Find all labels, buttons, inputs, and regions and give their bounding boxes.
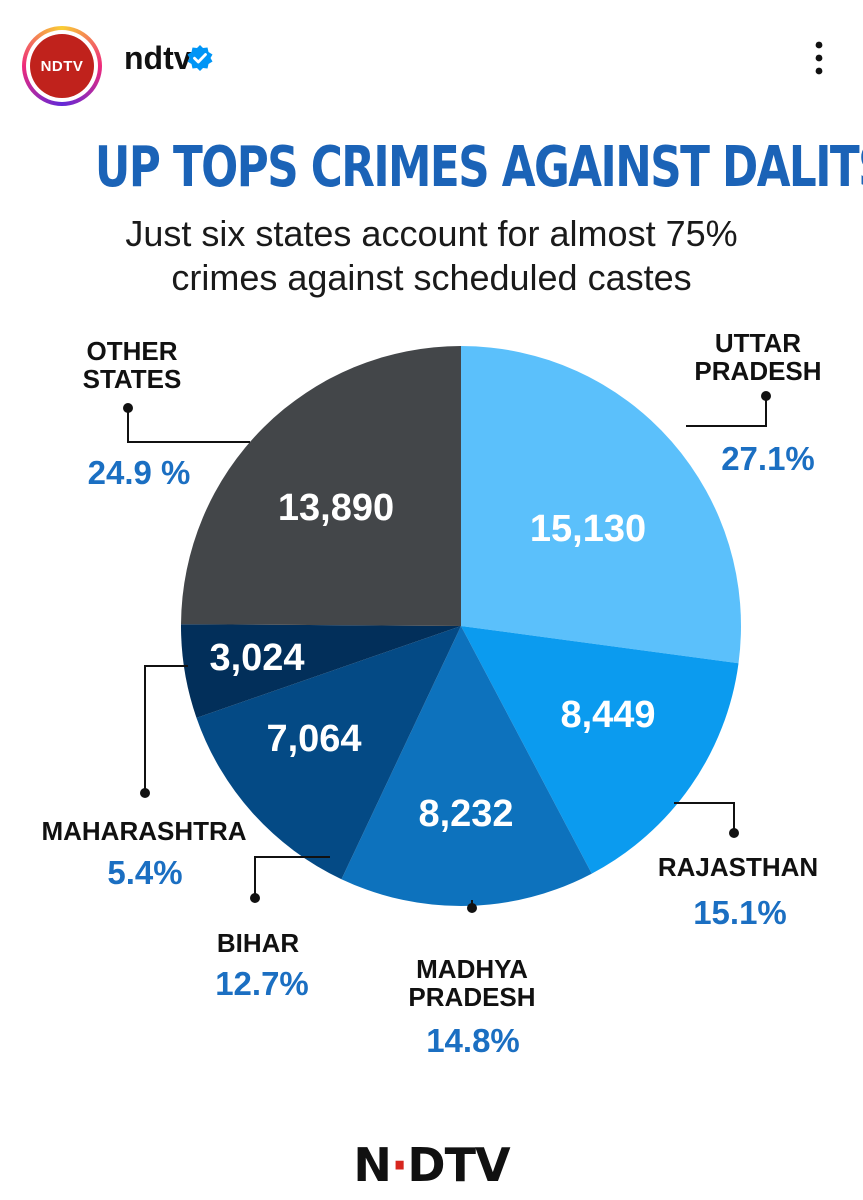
slice-value-bihar: 7,064 [266, 718, 361, 760]
chart-subtitle: Just six states account for almost 75% c… [80, 212, 783, 300]
pie-slice-maharashtra [181, 624, 461, 718]
chart-title: UP TOPS CRIMES AGAINST DALITS [94, 135, 863, 200]
verified-badge-icon [187, 45, 213, 71]
slice-percent-uttar-pradesh: 27.1% [721, 440, 815, 477]
footer-logo-left: N [353, 1138, 391, 1192]
slice-percent-maharashtra: 5.4% [107, 854, 182, 891]
ndtv-footer-logo: N·DTV [0, 1138, 863, 1192]
leader-line-bihar [254, 856, 330, 898]
footer-logo-dot: · [390, 1138, 409, 1192]
slice-label-bihar: BIHAR [217, 928, 300, 958]
slice-value-uttar-pradesh: 15,130 [530, 508, 646, 550]
avatar[interactable]: NDTV [22, 26, 102, 106]
leader-dot-bihar [250, 893, 260, 903]
slice-label-rajasthan: RAJASTHAN [658, 852, 818, 882]
slice-percent-madhya-pradesh: 14.8% [426, 1022, 520, 1059]
leader-line-rajasthan [674, 802, 735, 833]
post-header: NDTV ndtv [0, 0, 863, 120]
subtitle-line-1: Just six states account for almost 75% [125, 213, 738, 254]
pie-slice-bihar [196, 626, 461, 880]
pie-slice-other-states [181, 346, 462, 626]
slice-label-uttar-pradesh: UTTAR PRADESH [694, 328, 821, 386]
pie-slice-rajasthan [461, 626, 739, 874]
pie-slice-uttar-pradesh [461, 346, 741, 664]
leader-line-uttar-pradesh [686, 396, 767, 427]
leader-dot-maharashtra [140, 788, 150, 798]
slice-value-other-states: 13,890 [278, 487, 394, 529]
slice-percent-bihar: 12.7% [215, 965, 309, 1002]
leader-dot-rajasthan [729, 828, 739, 838]
slice-value-madhya-pradesh: 8,232 [418, 793, 513, 835]
footer-logo-right: DTV [407, 1138, 510, 1192]
account-name[interactable]: ndtv [124, 40, 192, 76]
slice-value-rajasthan: 8,449 [560, 694, 655, 736]
slice-value-maharashtra: 3,024 [209, 637, 304, 679]
more-options-icon[interactable] [808, 40, 830, 76]
avatar-logo-text: NDTV [40, 57, 84, 75]
pie-slice-madhya-pradesh [341, 626, 592, 906]
leader-line-other-states [127, 408, 250, 443]
slice-label-madhya-pradesh: MADHYA PRADESH [408, 954, 535, 1012]
leader-dot-madhya-pradesh [467, 903, 477, 913]
leader-line-maharashtra [144, 665, 188, 793]
ndtv-logo-icon: NDTV [30, 34, 94, 98]
subtitle-line-2: crimes against scheduled castes [171, 257, 692, 298]
slice-label-other-states: OTHER STATES [83, 336, 182, 394]
leader-dot-other-states [123, 403, 133, 413]
slice-percent-other-states: 24.9 % [88, 454, 191, 491]
leader-dot-uttar-pradesh [761, 391, 771, 401]
slice-label-maharashtra: MAHARASHTRA [41, 816, 246, 846]
slice-percent-rajasthan: 15.1% [693, 894, 787, 931]
